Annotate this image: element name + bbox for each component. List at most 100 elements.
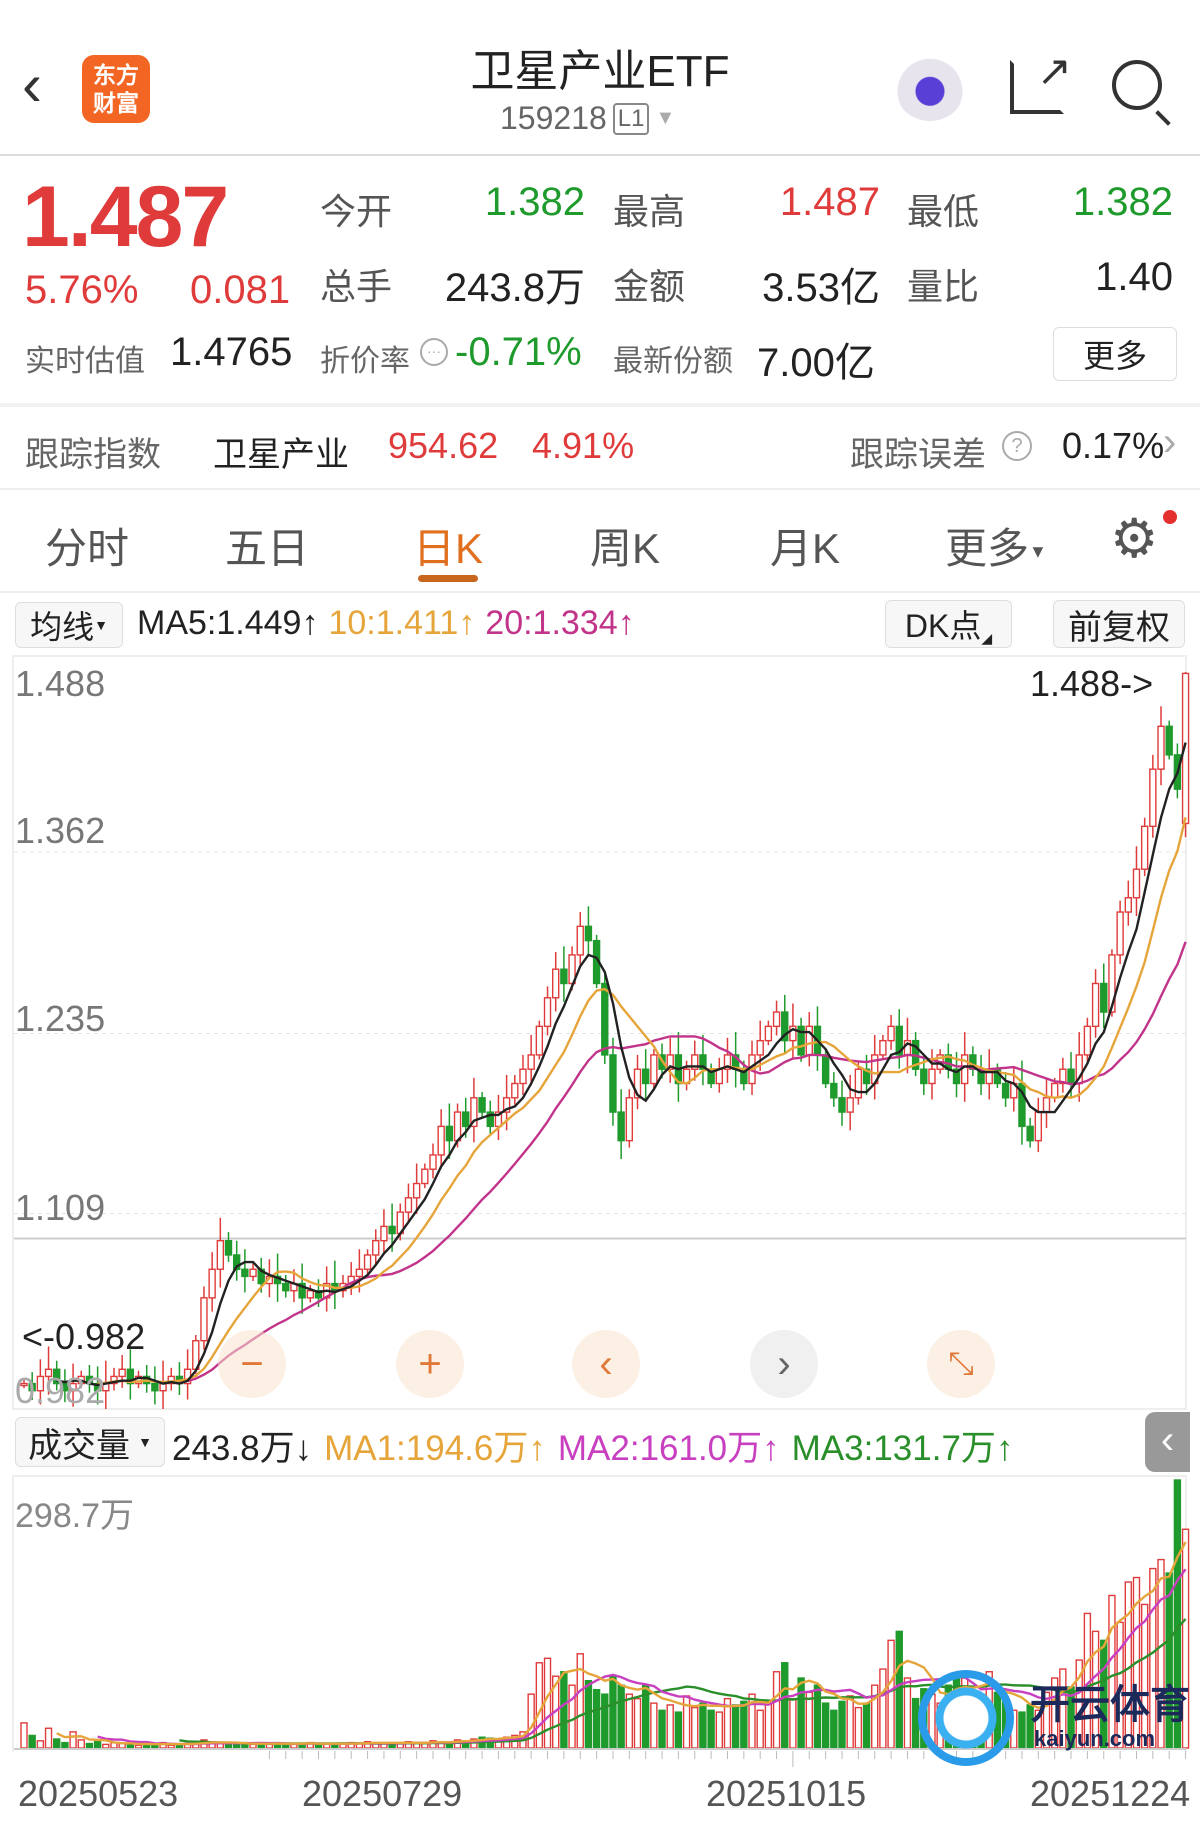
candle-body	[421, 1168, 429, 1185]
candle-body	[1026, 1125, 1034, 1142]
volume-chart[interactable]	[0, 1475, 1200, 1770]
ma-selector[interactable]: 均线 ▼	[15, 602, 123, 648]
adjust-button[interactable]: 前复权	[1053, 600, 1185, 648]
discount-value: -0.71%	[455, 330, 582, 374]
tab-daily-k[interactable]: 日K	[413, 525, 484, 572]
candle-body	[666, 1054, 674, 1070]
zoom-out-button[interactable]: −	[218, 1330, 286, 1398]
x-tick-label: 20251224	[1030, 1773, 1191, 1814]
candle-body	[126, 1368, 135, 1385]
fullscreen-expand-icon[interactable]: ⤡	[927, 1330, 995, 1398]
tab-more-label: 更多	[945, 525, 1030, 572]
candle-body	[1108, 954, 1116, 1013]
robot-assistant-icon[interactable]	[895, 55, 965, 121]
candle-body	[920, 1068, 928, 1085]
candle-body	[200, 1297, 208, 1342]
volume-bar	[846, 1695, 854, 1749]
watermark-text: 开云体育	[1030, 1683, 1190, 1727]
info-icon[interactable]: ···	[420, 338, 448, 366]
volume-bar	[20, 1722, 28, 1749]
volume-bar	[666, 1704, 674, 1749]
security-code[interactable]: 159218 L1 ▼	[500, 100, 675, 137]
volume-bar	[617, 1684, 625, 1749]
volume-bar	[740, 1700, 748, 1749]
volume-bar	[568, 1684, 576, 1749]
volume-bar	[290, 1743, 298, 1749]
collapse-panel-button[interactable]: ‹	[1145, 1412, 1190, 1472]
volume-bar	[134, 1744, 143, 1749]
ma5-line	[56, 742, 1187, 1387]
ma20-line	[179, 941, 1187, 1383]
volume-label: 总手	[320, 266, 393, 307]
share-icon[interactable]: ↗	[1010, 47, 1072, 114]
x-tick-label: 20250729	[302, 1773, 463, 1814]
candle-body	[764, 1025, 773, 1042]
volume-bar	[699, 1702, 707, 1749]
volume-selector[interactable]: 成交量 ▼	[15, 1417, 165, 1467]
code-text: 159218	[500, 100, 607, 136]
high-value: 1.487	[779, 180, 880, 224]
x-tick-label: 20250523	[18, 1773, 179, 1814]
tracking-index-name[interactable]: 卫星产业	[213, 436, 349, 474]
help-icon[interactable]: ?	[1002, 431, 1032, 461]
candle-body	[249, 1268, 257, 1278]
dk-point-button[interactable]: DK点 ◢	[885, 600, 1012, 648]
watermark-logo	[918, 1670, 1014, 1766]
tab-more[interactable]: 更多▼	[945, 515, 1047, 576]
more-button[interactable]: 更多	[1053, 327, 1177, 381]
candle-body	[44, 1368, 53, 1378]
candle-body	[519, 1068, 527, 1085]
dk-label: DK点	[904, 608, 982, 644]
max-price-label: 1.488->	[1030, 663, 1154, 704]
volume-bar	[224, 1743, 233, 1749]
low-label: 最低	[907, 191, 980, 232]
kline-chart-frame[interactable]	[12, 655, 1187, 1410]
ma10-line	[97, 817, 1187, 1385]
tab-intraday[interactable]: 分时	[45, 525, 130, 572]
back-button[interactable]: ‹	[22, 51, 42, 118]
volume-bar	[674, 1711, 683, 1749]
candle-body	[486, 1111, 494, 1128]
volume-bar	[331, 1743, 339, 1749]
volume-bar	[903, 1677, 912, 1749]
candle-body	[1067, 1068, 1075, 1085]
y-tick-label: 1.488	[15, 663, 106, 704]
candle-body	[805, 1025, 813, 1056]
volume-bar	[772, 1671, 781, 1749]
search-icon[interactable]	[1112, 60, 1171, 126]
discount-label: 折价率	[320, 345, 410, 378]
kline-chart[interactable]	[0, 655, 1200, 1410]
candle-body	[879, 1039, 887, 1056]
candle-body	[53, 1368, 61, 1385]
divider	[0, 591, 1200, 593]
candle-body	[1034, 1111, 1043, 1142]
scroll-right-button[interactable]: ›	[750, 1330, 818, 1398]
tracking-index-value: 954.62	[388, 425, 499, 466]
volume-bar	[805, 1691, 813, 1749]
chevron-down-icon: ▼	[655, 107, 676, 129]
ma5-value: MA5:1.449↑	[137, 604, 319, 642]
volume-bar	[830, 1709, 838, 1749]
tab-monthly-k[interactable]: 月K	[770, 525, 841, 572]
ma-legend: MA5:1.449↑ 10:1.411↑ 20:1.334↑	[137, 604, 635, 643]
vma1-value: MA1:194.6万↑	[324, 1429, 546, 1468]
candle-body	[412, 1182, 421, 1199]
tab-five-day[interactable]: 五日	[225, 525, 310, 572]
tracking-label: 跟踪指数	[25, 436, 161, 474]
chevron-right-icon[interactable]: ›	[1163, 420, 1177, 464]
ma20-value: 20:1.334↑	[485, 604, 635, 642]
candle-body	[887, 1025, 895, 1042]
tab-weekly-k[interactable]: 周K	[590, 525, 661, 572]
candle-body	[838, 1097, 846, 1113]
scroll-left-button[interactable]: ‹	[572, 1330, 640, 1398]
volume-legend: 243.8万↓ MA1:194.6万↑ MA2:161.0万↑ MA3:131.…	[172, 1420, 1013, 1471]
candle-body	[584, 925, 593, 942]
volume-bar	[314, 1743, 323, 1749]
zoom-in-button[interactable]: +	[396, 1330, 464, 1398]
change-percent: 5.76%	[25, 268, 139, 312]
volume-bar	[543, 1657, 552, 1749]
candle-body	[445, 1125, 454, 1142]
volume-bar	[781, 1662, 789, 1749]
settings-gear-icon[interactable]: ⚙	[1110, 509, 1159, 569]
candle-body	[617, 1111, 625, 1142]
